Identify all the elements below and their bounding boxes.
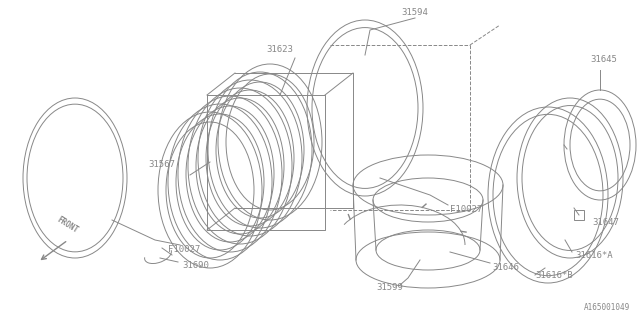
Text: F10027: F10027 [450,205,483,214]
Text: 31647: 31647 [592,218,619,227]
Text: 31690: 31690 [182,261,209,270]
Text: 31594: 31594 [401,8,428,17]
Bar [574,210,584,220]
Text: 31616*B: 31616*B [535,271,573,280]
Text: F10027: F10027 [168,245,200,254]
Text: 31616*A: 31616*A [575,251,612,260]
Text: 31646: 31646 [492,263,519,272]
Text: 31567: 31567 [148,160,175,169]
Text: 31645: 31645 [590,55,617,64]
Text: A165001049: A165001049 [584,303,630,312]
Text: FRONT: FRONT [55,215,79,235]
Text: 31623: 31623 [267,45,293,54]
Text: 31599: 31599 [376,283,403,292]
